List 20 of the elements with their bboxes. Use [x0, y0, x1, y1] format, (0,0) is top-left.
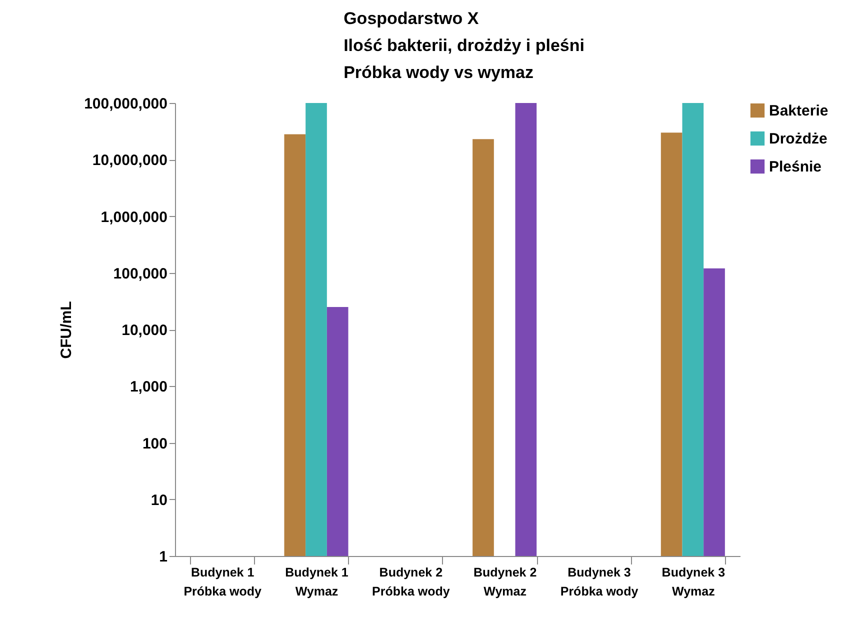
y-tick-label: 10: [150, 492, 168, 509]
y-tick-label: 10,000,000: [92, 152, 168, 170]
x-tick-label: Budynek 3 Próbka wody: [560, 566, 638, 598]
x-tick-label: Budynek 2 Próbka wody: [372, 566, 450, 598]
y-tick-label: 100,000,000: [84, 96, 168, 112]
x-tick-label: Budynek 1 Próbka wody: [184, 566, 262, 598]
y-axis-title: CFU/mL: [58, 301, 76, 359]
y-tick-label: 1: [159, 548, 168, 566]
x-tick-label: Budynek 2 Wymaz: [473, 566, 537, 598]
legend-label: Bakterie: [769, 102, 828, 120]
y-tick-label: 10,000: [122, 322, 168, 339]
legend-label: Drożdże: [769, 130, 828, 148]
x-tick-label: Budynek 1 Wymaz: [285, 566, 348, 598]
chart-title: Gospodarstwo X Ilość bakterii, drożdży i pleśni Próbka wody vs wymaz: [344, 9, 584, 82]
x-tick-label: Budynek 3 Wymaz: [662, 566, 726, 598]
legend-label: Pleśnie: [769, 158, 822, 176]
y-tick-label: 100,000: [113, 265, 168, 282]
y-tick-label: 100: [142, 435, 168, 452]
y-tick-label: 1,000,000: [100, 208, 168, 226]
y-tick-label: 1,000: [130, 378, 168, 396]
